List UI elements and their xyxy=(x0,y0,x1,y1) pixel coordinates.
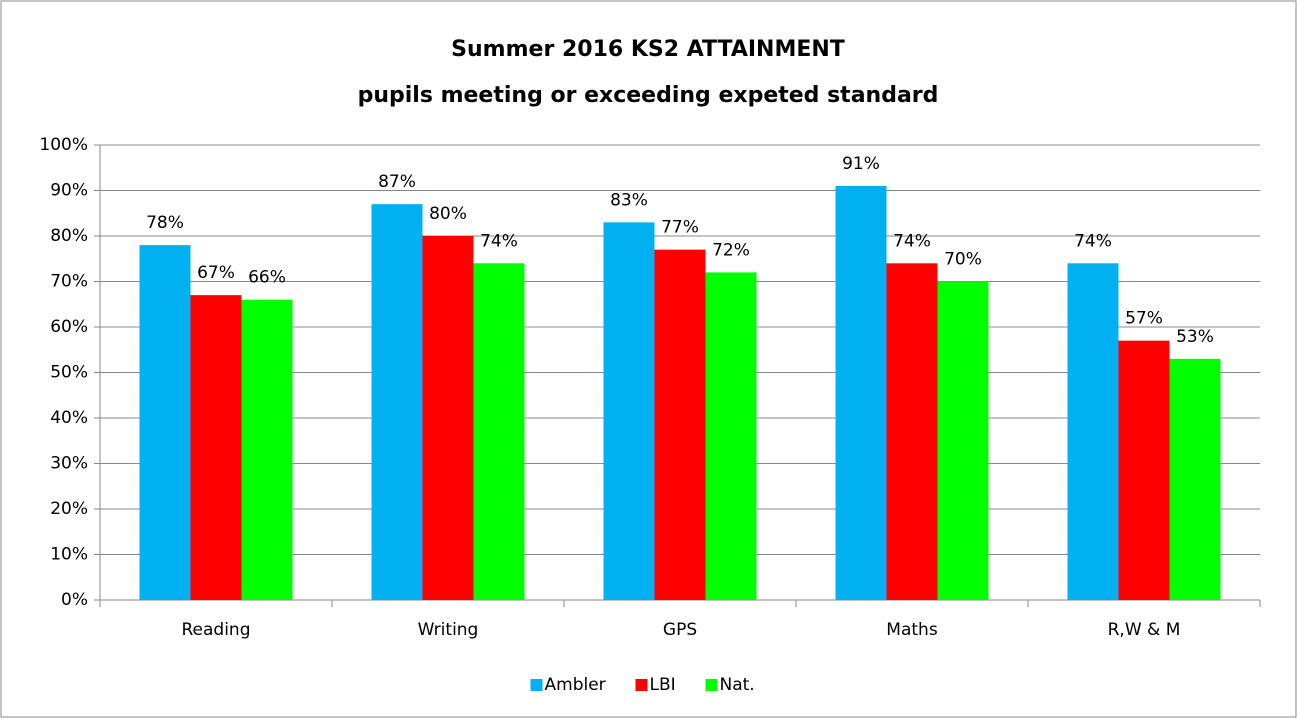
x-tick-label: Writing xyxy=(418,620,479,640)
y-tick-label: 50% xyxy=(50,363,88,383)
bar xyxy=(886,263,938,600)
bar xyxy=(654,249,706,600)
legend-swatch xyxy=(530,679,543,691)
y-tick-label: 70% xyxy=(50,272,88,292)
bar xyxy=(1169,358,1221,600)
data-label: 74% xyxy=(1074,231,1112,251)
legend-label: LBI xyxy=(650,675,676,695)
data-label: 53% xyxy=(1176,327,1214,347)
data-label: 91% xyxy=(842,154,880,174)
y-tick-label: 10% xyxy=(50,545,88,565)
y-tick-label: 20% xyxy=(50,499,88,519)
bar xyxy=(705,272,757,600)
bar xyxy=(1118,340,1170,600)
bar xyxy=(1067,263,1119,600)
data-label: 74% xyxy=(480,231,518,251)
bar xyxy=(371,204,423,600)
y-tick-label: 0% xyxy=(61,590,88,610)
bar xyxy=(139,245,191,600)
data-label: 74% xyxy=(893,231,931,251)
data-label: 87% xyxy=(378,172,416,192)
y-tick-label: 60% xyxy=(50,317,88,337)
bar xyxy=(190,295,242,600)
y-tick-label: 40% xyxy=(50,408,88,428)
legend-swatch xyxy=(705,679,718,691)
chart-title: Summer 2016 KS2 ATTAINMENT xyxy=(451,37,845,62)
bar xyxy=(937,281,989,600)
data-label: 77% xyxy=(661,218,699,238)
x-tick-label: R,W & M xyxy=(1108,620,1181,640)
bar xyxy=(473,263,525,600)
legend-label: Ambler xyxy=(545,675,606,695)
data-label: 80% xyxy=(429,204,467,224)
data-label: 83% xyxy=(610,190,648,210)
data-label: 66% xyxy=(248,268,286,288)
y-tick-label: 100% xyxy=(39,135,88,155)
bar xyxy=(241,299,293,600)
data-label: 70% xyxy=(944,250,982,270)
y-tick-label: 30% xyxy=(50,454,88,474)
y-tick-label: 80% xyxy=(50,226,88,246)
x-tick-label: Maths xyxy=(886,620,938,640)
chart-subtitle: pupils meeting or exceeding expeted stan… xyxy=(358,83,939,108)
bar xyxy=(422,236,474,600)
x-tick-label: Reading xyxy=(181,620,250,640)
data-label: 72% xyxy=(712,240,750,260)
data-label: 57% xyxy=(1125,309,1163,329)
bar xyxy=(835,185,887,600)
bar xyxy=(603,222,655,600)
data-label: 67% xyxy=(197,263,235,283)
legend-swatch xyxy=(635,679,648,691)
y-tick-label: 90% xyxy=(50,181,88,201)
data-label: 78% xyxy=(146,213,184,233)
x-tick-label: GPS xyxy=(663,620,697,640)
legend-label: Nat. xyxy=(720,675,755,695)
